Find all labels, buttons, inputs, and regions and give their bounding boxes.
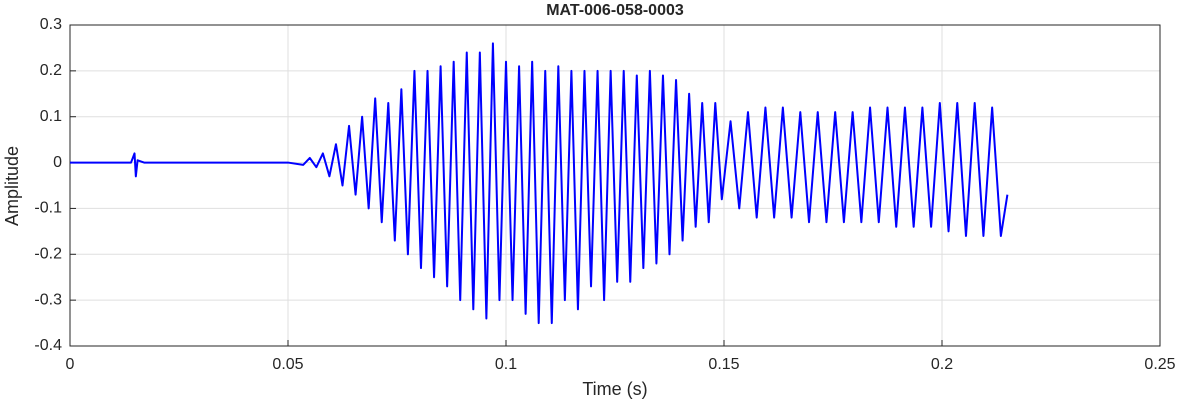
y-tick-label: 0.1 [40, 108, 62, 125]
x-tick-label: 0.25 [1144, 356, 1175, 373]
y-tick-label: 0.2 [40, 62, 62, 79]
signal-line [70, 42, 1009, 325]
y-tick-label: -0.4 [34, 337, 62, 354]
y-tick-label: 0.3 [40, 16, 62, 33]
plot-frame [69, 24, 1161, 347]
x-tick-label: 0.15 [708, 356, 739, 373]
x-tick-label: 0.1 [495, 356, 517, 373]
y-tick-label: 0 [53, 154, 62, 171]
y-axis-label: Amplitude [2, 146, 22, 226]
x-tick-label: 0.05 [272, 356, 303, 373]
x-axis-label: Time (s) [582, 379, 647, 399]
chart-title: MAT-006-058-0003 [546, 2, 684, 19]
y-tick-label: -0.1 [34, 200, 62, 217]
y-tick-label: -0.2 [34, 246, 62, 263]
y-tick-label: -0.3 [34, 291, 62, 308]
x-tick-label: 0.2 [931, 356, 953, 373]
x-tick-label: 0 [66, 356, 75, 373]
